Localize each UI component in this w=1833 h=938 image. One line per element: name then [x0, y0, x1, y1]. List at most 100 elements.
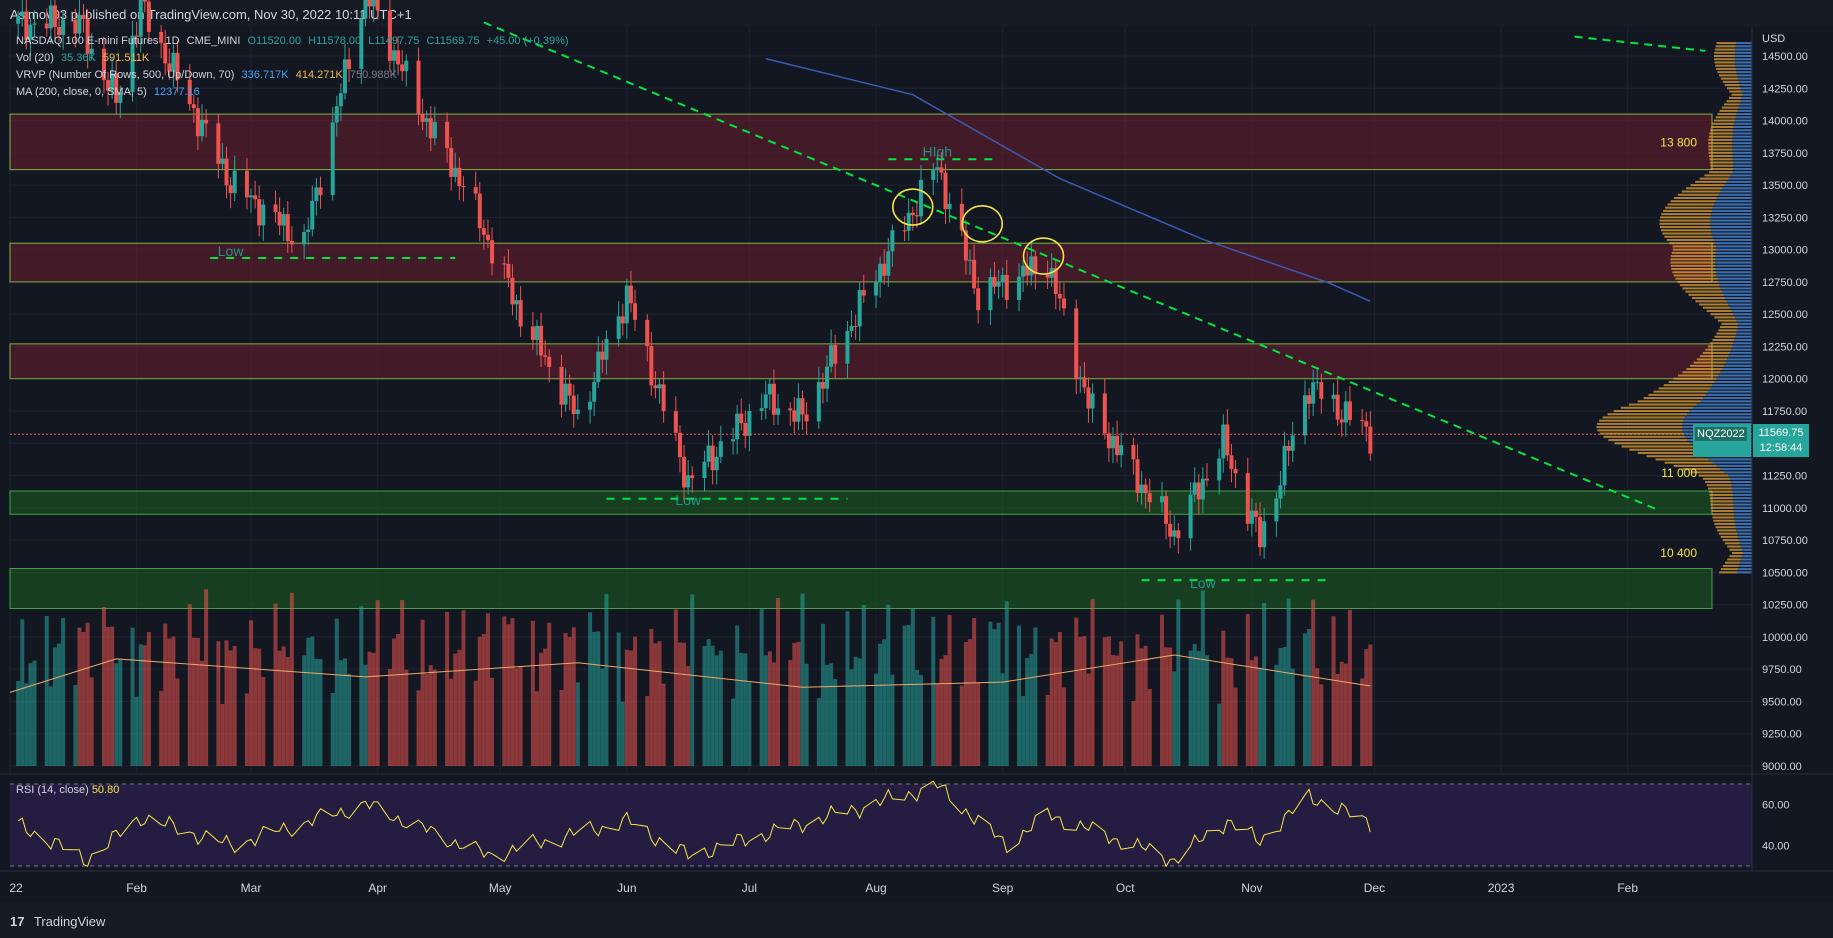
candle-body — [449, 148, 454, 177]
candle-body — [416, 60, 421, 114]
vrvp-row-up — [1734, 119, 1752, 122]
vrvp-row-down — [1655, 458, 1709, 461]
vrvp-row-down — [1713, 519, 1735, 522]
volume-bar — [1147, 688, 1152, 766]
vrvp-row-down — [1663, 384, 1713, 387]
volume-bar — [1245, 614, 1250, 766]
vrvp-row-down — [1681, 190, 1721, 193]
time-axis-label: Apr — [368, 881, 387, 895]
volume-bar — [175, 678, 180, 766]
candle-body — [224, 158, 229, 186]
rsi-title: RSI (14, close) — [16, 784, 89, 796]
vrvp-row-down — [1707, 487, 1733, 490]
candle-body — [110, 73, 115, 91]
time-axis-label: Oct — [1116, 881, 1135, 895]
volume-bar — [191, 637, 196, 766]
vrvp-row-up — [1740, 545, 1752, 548]
vrvp-row-down — [1607, 413, 1687, 416]
candle-body — [44, 23, 49, 29]
candle-body — [792, 410, 797, 422]
tradingview-brand[interactable]: 17 TradingView — [10, 914, 105, 929]
vrvp-row-down — [1724, 561, 1740, 564]
vrvp-row-down — [1671, 251, 1716, 254]
volume-bar — [1033, 627, 1038, 766]
volume-bar — [1196, 650, 1201, 766]
vrvp-row-up — [1742, 93, 1752, 96]
vrvp-row-down — [1714, 58, 1735, 61]
candle-body — [1164, 496, 1169, 524]
vrvp-row-up — [1740, 87, 1752, 90]
vrvp-row-up — [1707, 390, 1752, 393]
candle-body — [191, 104, 196, 109]
candle-body — [776, 408, 780, 415]
vrvp-row-down — [1720, 568, 1739, 571]
vrvp-row-down — [1597, 422, 1683, 425]
volume-bar — [714, 655, 719, 766]
volume-bar — [1029, 653, 1034, 766]
candle-body — [1262, 521, 1267, 548]
volume-bar — [633, 636, 638, 766]
vrvp-row-up — [1732, 171, 1752, 174]
vrvp-row-up — [1741, 90, 1752, 93]
volume-bar — [310, 636, 315, 766]
candle-body — [232, 170, 237, 194]
vrvp-row-down — [1712, 122, 1735, 125]
candle-body — [849, 325, 854, 332]
vrvp-row-down — [1678, 374, 1719, 377]
vrvp-row-up — [1689, 410, 1752, 412]
price-axis-label: 9250.00 — [1762, 729, 1802, 741]
vrvp-row-up — [1716, 245, 1752, 248]
time-axis-label: Feb — [1617, 881, 1638, 895]
volume-bar — [628, 650, 633, 766]
volume-bar — [24, 683, 29, 766]
vrvp-row-up — [1710, 226, 1752, 229]
vrvp-row-down — [1659, 226, 1711, 229]
candle-body — [918, 179, 923, 217]
vrvp-row-down — [1690, 364, 1725, 367]
candle-body — [820, 382, 825, 389]
vrvp-row-up — [1729, 477, 1752, 480]
vrvp-row-up — [1720, 190, 1752, 193]
vrvp-row-up — [1732, 345, 1752, 348]
volume-bar — [20, 619, 25, 766]
vrvp-row-up — [1715, 264, 1752, 267]
volume-bar — [1082, 636, 1087, 766]
vrvp-row-up — [1725, 361, 1752, 364]
vrvp-row-down — [1660, 216, 1711, 219]
vrvp-row-down — [1669, 242, 1715, 245]
candle-body — [253, 195, 258, 200]
vrvp-row-down — [1729, 548, 1742, 551]
vrvp-row-down — [1597, 429, 1683, 432]
volume-bar — [816, 698, 821, 766]
volume-bar — [943, 655, 948, 766]
candle-body — [1229, 455, 1234, 469]
vrvp-row-down — [1708, 145, 1733, 148]
volume-bar — [52, 647, 57, 766]
candle-body — [1192, 482, 1197, 495]
volume-bar — [1188, 650, 1193, 766]
vrvp-row-up — [1722, 187, 1752, 190]
candle-body — [1176, 530, 1181, 539]
symbol-price-tag: NQZ2022 — [1693, 424, 1751, 457]
vrvp-row-up — [1733, 513, 1752, 516]
vrvp-row-down — [1721, 106, 1739, 109]
candle-body — [118, 92, 123, 103]
candle-body — [73, 19, 78, 34]
volume-bar — [518, 665, 523, 766]
vrvp-row-up — [1686, 413, 1752, 416]
candle-body — [1131, 445, 1136, 460]
vrvp-row-down — [1620, 406, 1693, 409]
vrvp-row-up — [1736, 332, 1752, 335]
vrvp-row-down — [1672, 271, 1717, 274]
price-axis-label: 12500.00 — [1762, 309, 1808, 321]
volume-bar — [485, 613, 490, 766]
vrvp-row-down — [1712, 339, 1735, 341]
vrvp-row-down — [1726, 87, 1741, 90]
ma-legend: MA (200, close, 0, SMA, 5) 12377.16 — [16, 86, 204, 98]
volume-bar — [796, 641, 801, 766]
volume-bar — [232, 646, 237, 766]
volume-bar — [935, 683, 940, 766]
volume-bar — [833, 679, 838, 766]
candle-body — [453, 167, 458, 177]
